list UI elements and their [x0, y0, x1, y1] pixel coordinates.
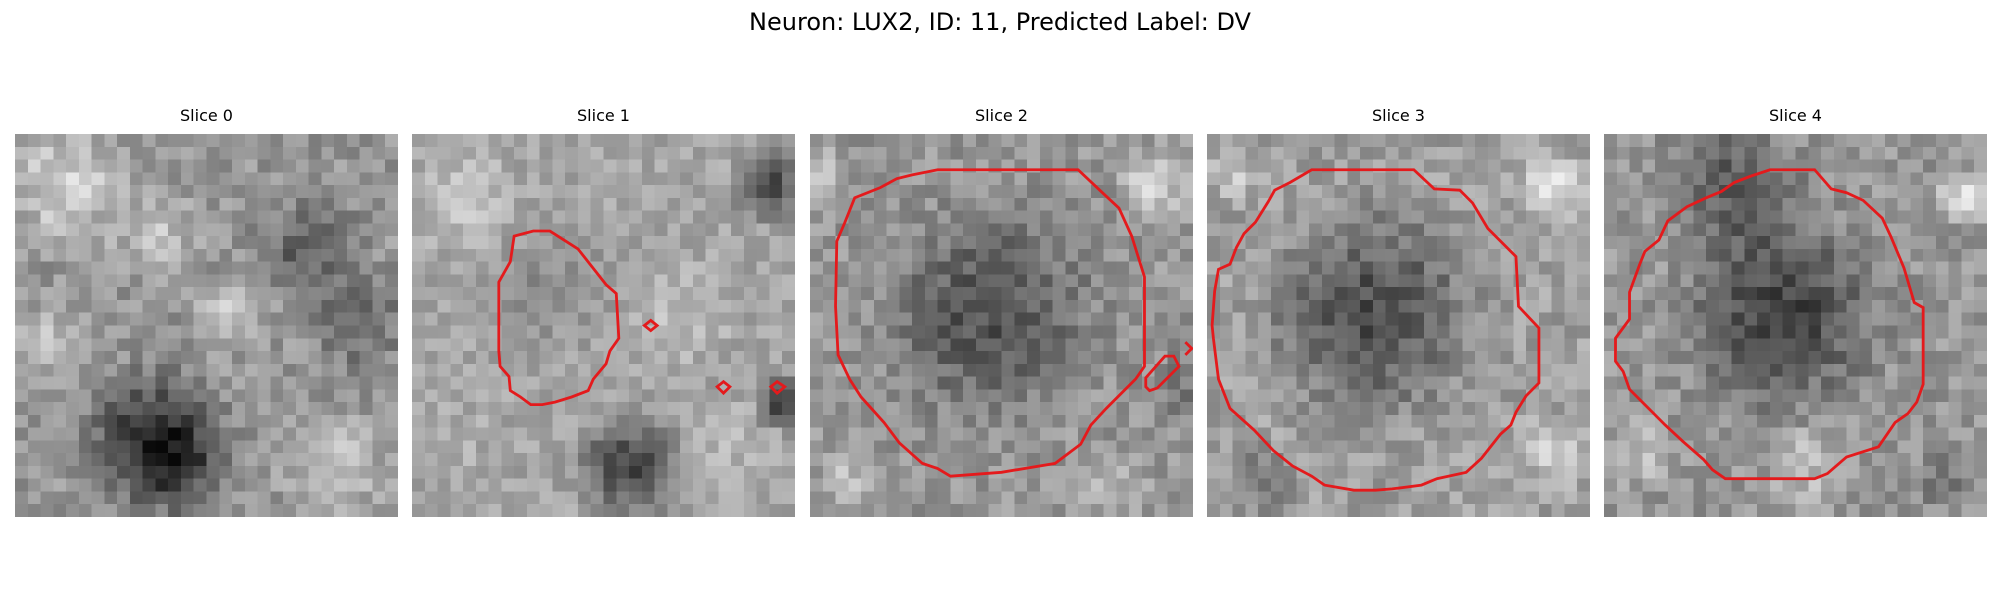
slice-image-4	[1604, 134, 1987, 517]
segmentation-contour	[834, 168, 1193, 478]
slice-panel-1: Slice 1	[412, 100, 795, 517]
slice-image-1	[412, 134, 795, 517]
slice-panel-0: Slice 0	[15, 100, 398, 517]
slice-title-3: Slice 3	[1372, 106, 1425, 125]
slice-panel-3: Slice 3	[1207, 100, 1590, 517]
segmentation-contour	[1614, 168, 1925, 481]
segmentation-contour	[497, 229, 788, 407]
slice-panel-2: Slice 2	[810, 100, 1193, 517]
figure-title: Neuron: LUX2, ID: 11, Predicted Label: D…	[749, 8, 1251, 36]
slice-image-2	[810, 134, 1193, 517]
slice-image-0	[15, 134, 398, 517]
slice-title-2: Slice 2	[975, 106, 1028, 125]
segmentation-contour	[1210, 168, 1541, 492]
slice-title-1: Slice 1	[577, 106, 630, 125]
slice-image-3	[1207, 134, 1590, 517]
slice-panel-4: Slice 4	[1604, 100, 1987, 517]
slice-title-0: Slice 0	[180, 106, 233, 125]
slice-title-4: Slice 4	[1769, 106, 1822, 125]
